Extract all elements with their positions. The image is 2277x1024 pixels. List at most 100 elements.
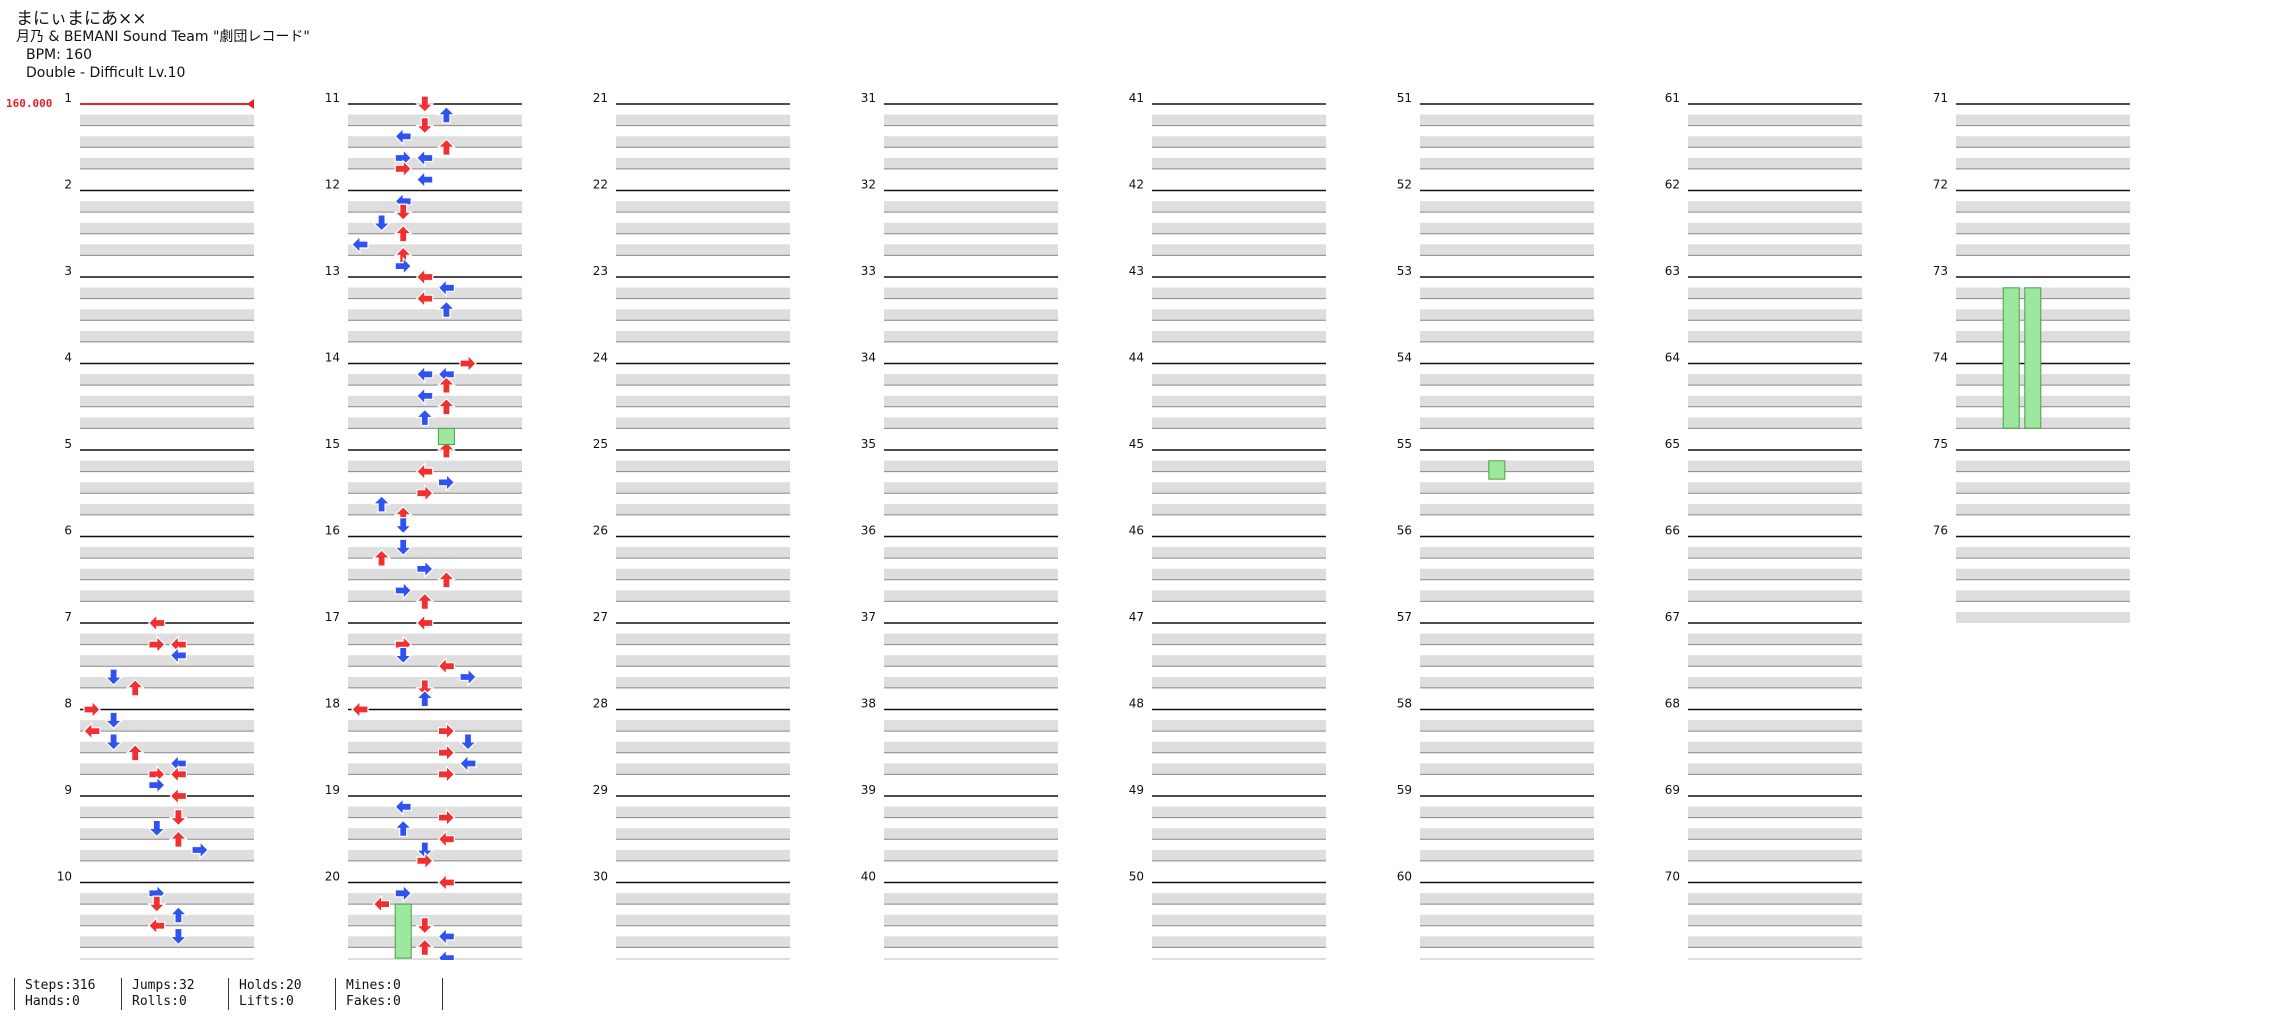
beat-band: [1956, 114, 2130, 126]
beat-band: [884, 309, 1058, 321]
beat-band: [1420, 806, 1594, 818]
measure-number: 35: [861, 437, 876, 451]
beat-band: [1688, 114, 1862, 126]
beat-band: [1152, 287, 1326, 299]
measure-number: 69: [1665, 783, 1680, 797]
arrow-left-icon: [415, 364, 434, 384]
arrow-down-icon: [393, 646, 413, 665]
hold-body: [394, 903, 412, 959]
stat-fakes: Fakes:0: [346, 994, 401, 1009]
beat-band: [1152, 222, 1326, 234]
measure-number: 37: [861, 610, 876, 624]
measure-number: 71: [1933, 91, 1948, 105]
measure: 47: [1129, 610, 1326, 689]
measure: 48: [1129, 697, 1326, 775]
beat-band: [1152, 720, 1326, 732]
arrow-down-icon: [372, 214, 392, 232]
measure: 26: [593, 524, 790, 602]
beat-band: [1688, 676, 1862, 688]
beat-band: [884, 806, 1058, 818]
beat-band: [1688, 503, 1862, 515]
measure: 5: [64, 437, 254, 516]
hold-body: [2024, 287, 2042, 429]
measure-number: 51: [1397, 91, 1412, 105]
beat-band: [616, 590, 790, 602]
measure-number: 61: [1665, 91, 1680, 105]
measure: 27: [593, 610, 790, 689]
measure: 8: [64, 697, 254, 775]
measure: 74: [1933, 351, 2130, 429]
measure: 73: [1933, 264, 2130, 343]
measure: 35: [861, 437, 1058, 516]
beat-band: [1420, 114, 1594, 126]
measure: 4: [64, 351, 254, 429]
arrow-left-icon: [437, 656, 455, 676]
beat-band: [1420, 330, 1594, 342]
beat-band: [348, 849, 522, 861]
beat-band: [348, 460, 522, 472]
arrow-left-icon: [394, 797, 412, 817]
beat-band: [616, 741, 790, 753]
arrow-down-icon: [415, 95, 435, 113]
beat-band: [884, 828, 1058, 840]
beat-band: [616, 330, 790, 342]
beat-band: [1152, 309, 1326, 321]
measure-number: 7: [64, 610, 72, 624]
measure: 9: [64, 783, 254, 862]
measure: 12: [325, 178, 522, 256]
measure: 51: [1397, 91, 1594, 170]
beat-band: [1152, 633, 1326, 645]
beat-band: [1420, 222, 1594, 234]
arrow-down-icon: [415, 116, 435, 135]
arrow-down-icon: [104, 733, 124, 751]
beat-band: [884, 914, 1058, 926]
beat-band: [1688, 222, 1862, 234]
arrow-right-icon: [394, 883, 413, 903]
measure: 33: [861, 264, 1058, 343]
beat-band: [884, 287, 1058, 299]
measure: 46: [1129, 524, 1326, 602]
beat-band: [616, 244, 790, 256]
measure: 25: [593, 437, 790, 516]
arrow-left-icon: [169, 764, 187, 784]
arrow-down-icon: [393, 203, 413, 221]
beat-band: [80, 157, 254, 169]
arrow-left-icon: [169, 786, 187, 806]
beat-band: [884, 633, 1058, 645]
beat-band: [1420, 914, 1594, 926]
measure: 21: [593, 91, 790, 170]
beat-band: [348, 893, 522, 905]
arrow-down-icon: [458, 733, 478, 751]
beat-band: [1688, 460, 1862, 472]
beat-band: [616, 482, 790, 494]
beat-band: [1152, 958, 1326, 960]
measure-number: 57: [1397, 610, 1412, 624]
beat-band: [348, 547, 522, 559]
beat-band: [1420, 568, 1594, 580]
measure: 53: [1397, 264, 1594, 343]
beat-band: [616, 676, 790, 688]
beat-band: [884, 893, 1058, 905]
beat-band: [80, 763, 254, 775]
beat-band: [1956, 417, 2130, 429]
beat-band: [348, 157, 522, 169]
beat-band: [1688, 914, 1862, 926]
measure: 62: [1665, 178, 1862, 256]
beat-band: [884, 114, 1058, 126]
measure-number: 72: [1933, 178, 1948, 192]
arrow-down-icon: [415, 679, 435, 697]
arrow-right-icon: [437, 808, 456, 828]
beat-band: [1956, 547, 2130, 559]
stat-holds: Holds:20: [239, 978, 302, 993]
beat-band: [1688, 136, 1862, 148]
beat-band: [1420, 655, 1594, 667]
arrow-up-icon: [436, 105, 456, 124]
arrow-left-icon: [415, 289, 434, 309]
beat-band: [884, 374, 1058, 386]
beat-band: [348, 417, 522, 429]
arrow-up-icon: [168, 830, 188, 848]
beat-band: [80, 201, 254, 213]
measure-number: 65: [1665, 437, 1680, 451]
measure-number: 47: [1129, 610, 1144, 624]
arrow-left-icon: [351, 235, 369, 254]
